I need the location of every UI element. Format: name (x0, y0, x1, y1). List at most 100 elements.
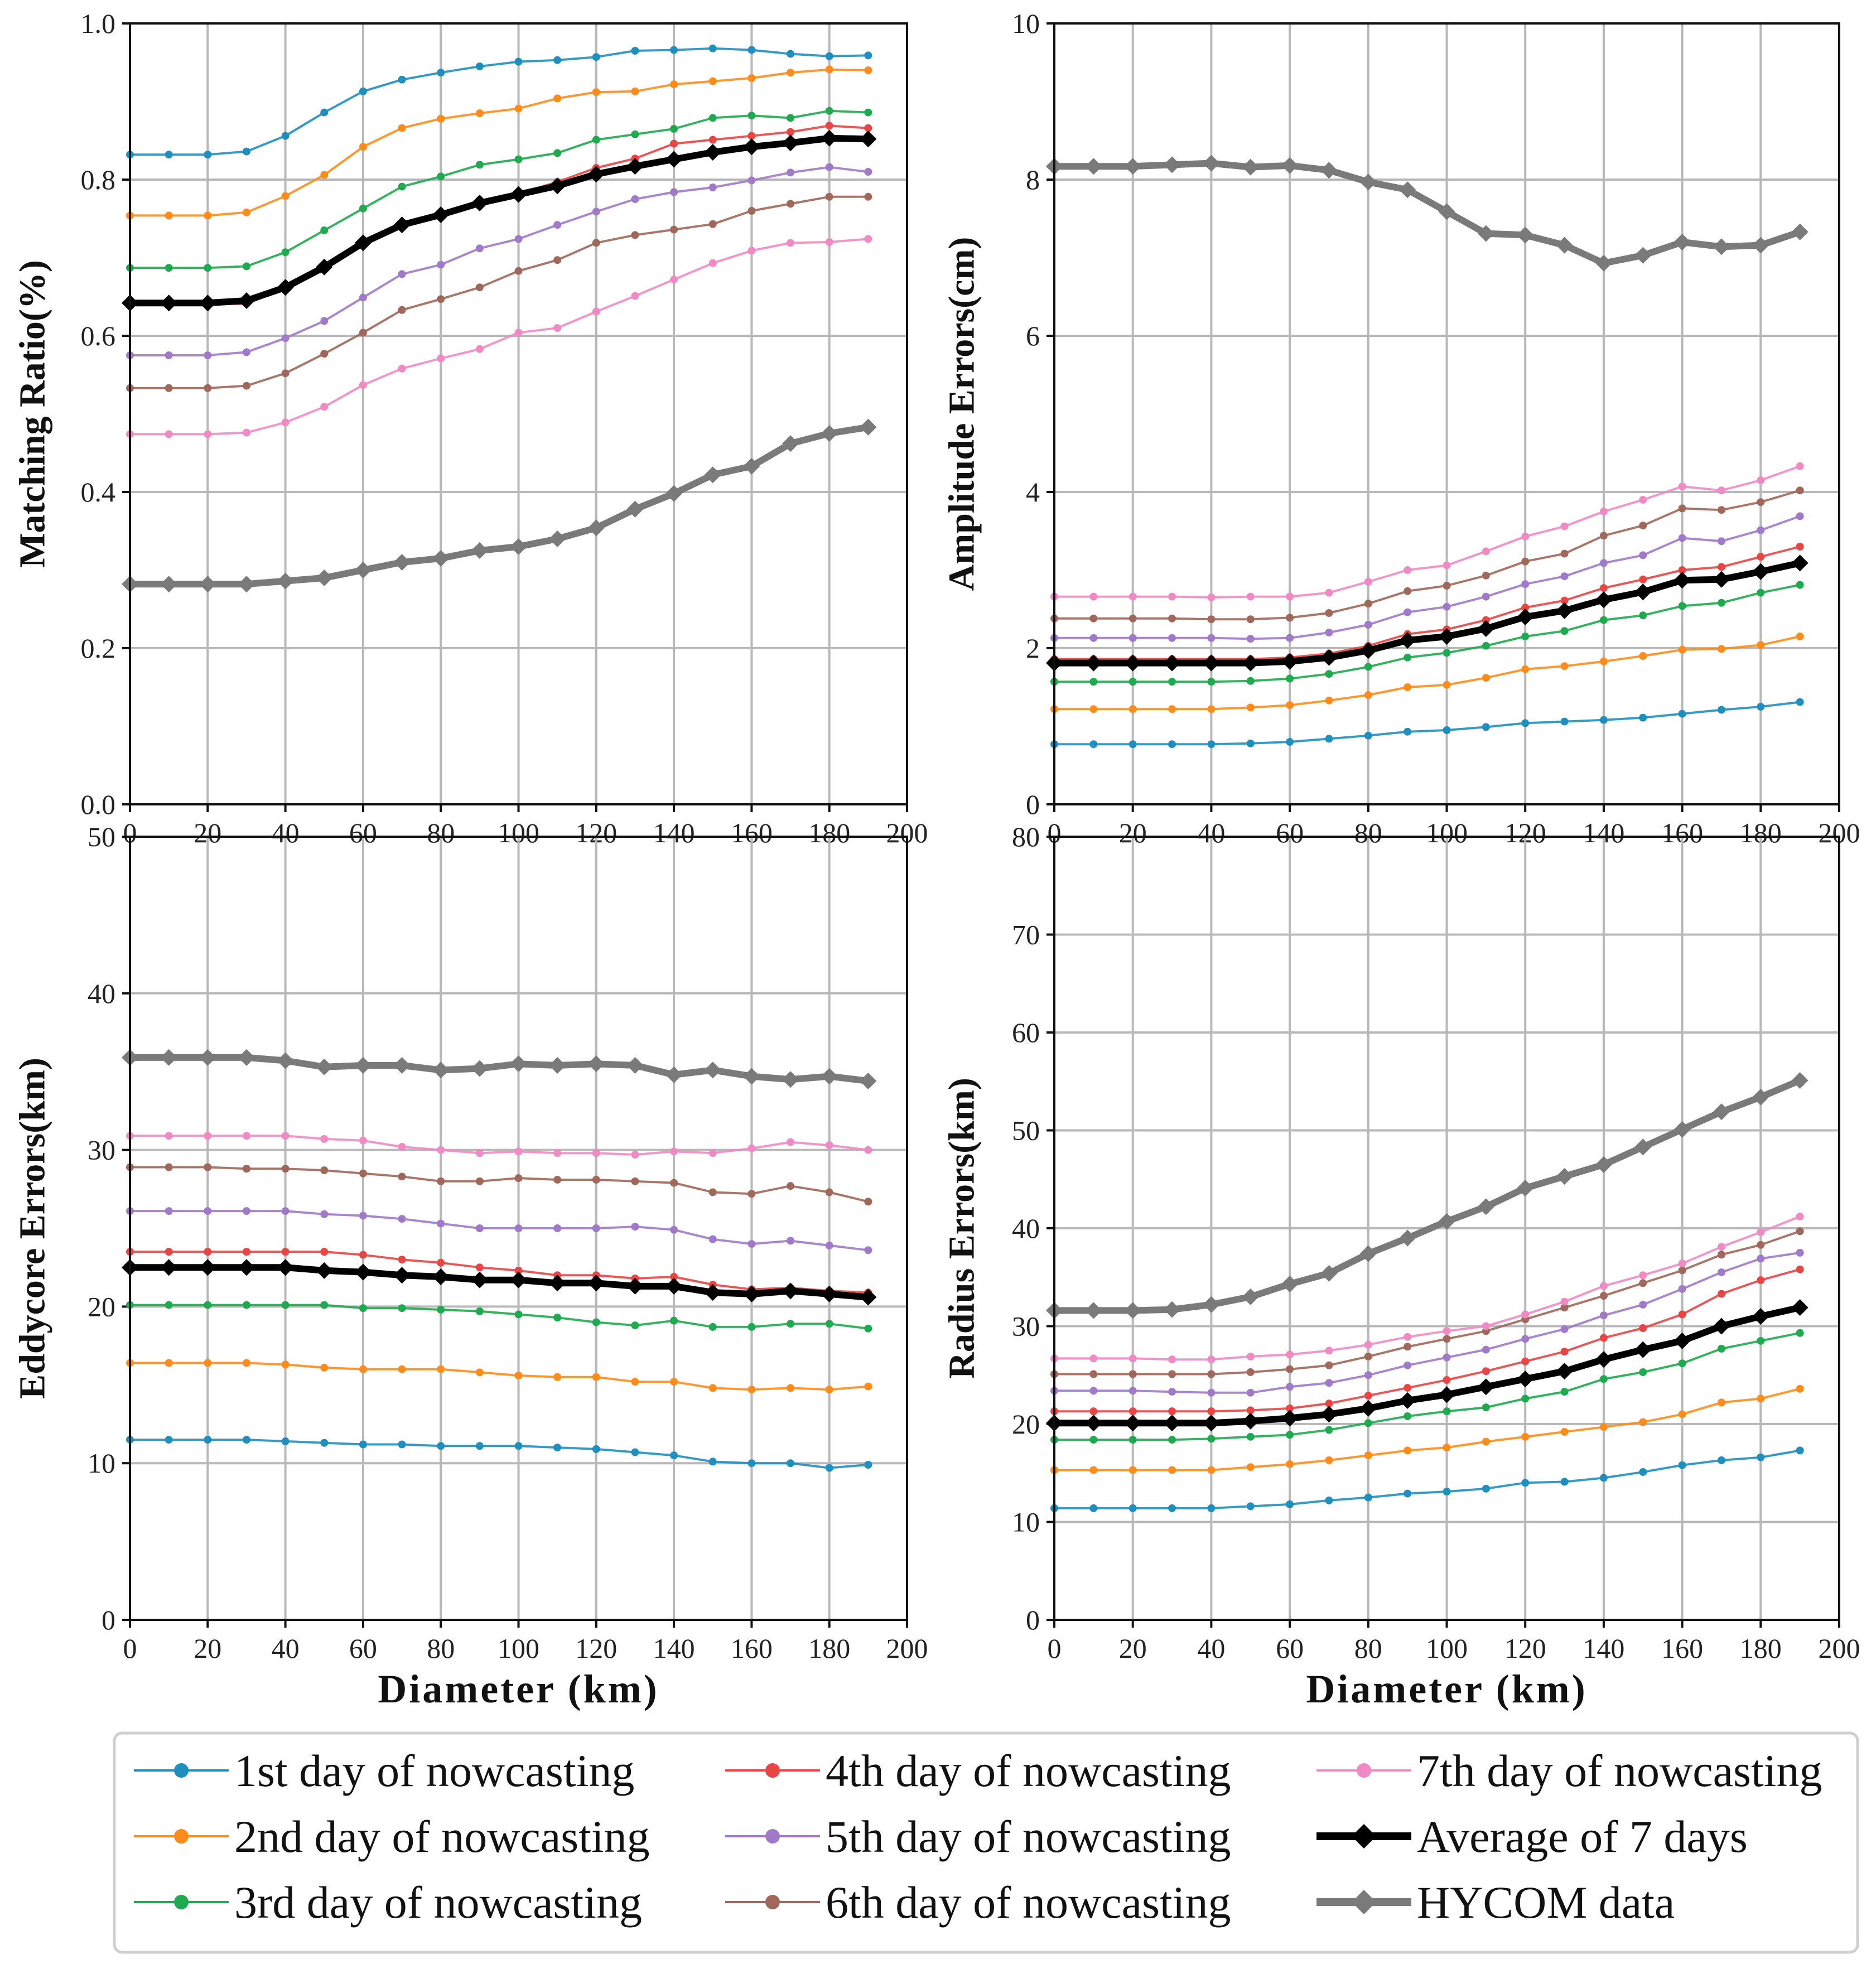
data-point (242, 1248, 250, 1256)
legend-label: 2nd day of nowcasting (234, 1811, 650, 1862)
series-line (130, 47, 869, 156)
data-point (825, 192, 833, 201)
data-point (1089, 614, 1098, 623)
y-tick-label: 20 (88, 1291, 115, 1322)
data-point (1796, 543, 1804, 551)
chart-panel-bottom-right: 0 20 40 60 80 100 120 140 160 180 200 0 10 20 30 40 50 60… (942, 821, 1860, 1711)
legend-marker (1352, 1824, 1376, 1849)
data-point (1325, 1456, 1333, 1464)
data-point (587, 1055, 605, 1073)
data-point (1717, 1251, 1725, 1259)
y-tick-label: 1.0 (81, 8, 116, 39)
data-point (1796, 1248, 1804, 1257)
series-3rd-day-of-nowcasting (1050, 581, 1804, 686)
data-point (1443, 1407, 1451, 1416)
data-point (514, 267, 523, 275)
y-tick-label: 70 (1012, 919, 1040, 950)
data-point (1359, 642, 1377, 659)
data-point (1517, 609, 1534, 625)
data-point (1517, 1371, 1534, 1388)
data-point (1599, 716, 1608, 724)
data-point (437, 114, 445, 123)
data-point (708, 184, 717, 191)
data-point (787, 50, 795, 58)
data-point (864, 1461, 872, 1469)
data-point (670, 1147, 678, 1156)
data-point (204, 430, 212, 438)
chart-panel-bottom-left: 0 20 40 60 80 100 120 140 160 180 200 0 10 20 30 40 50 Ed… (12, 821, 928, 1711)
series-6th-day-of-nowcasting (126, 1163, 872, 1206)
legend-label: HYCOM data (1417, 1877, 1675, 1928)
data-point (743, 1285, 760, 1302)
series-5th-day-of-nowcasting (126, 1207, 872, 1254)
data-point (1639, 611, 1647, 620)
data-point (204, 211, 212, 220)
data-point (1521, 604, 1530, 612)
data-point (475, 1224, 484, 1232)
data-point (281, 192, 290, 200)
data-point (514, 1310, 523, 1319)
y-tick-label: 0.8 (81, 164, 116, 195)
data-point (553, 1149, 562, 1157)
data-point (1639, 1279, 1647, 1287)
data-point (1089, 1466, 1098, 1474)
data-point (1364, 1371, 1372, 1379)
data-point (475, 1368, 484, 1377)
data-point (1286, 738, 1294, 746)
data-point (514, 57, 523, 66)
data-point (549, 530, 566, 547)
data-point (782, 435, 799, 452)
data-point (864, 168, 872, 176)
data-point (708, 136, 717, 144)
series-7th-day-of-nowcasting (1050, 462, 1804, 601)
data-point (670, 80, 678, 89)
data-point (475, 1263, 484, 1272)
legend-label: 1st day of nowcasting (234, 1745, 634, 1796)
series-line (1054, 489, 1801, 621)
data-point (398, 1215, 406, 1223)
data-point (1124, 1415, 1141, 1432)
data-point (1443, 1327, 1451, 1335)
data-point (587, 166, 605, 183)
data-point (1129, 614, 1137, 623)
data-point (553, 1373, 562, 1381)
data-point (1599, 1334, 1608, 1342)
x-tick-label: 120 (1504, 1633, 1546, 1664)
data-point (1717, 563, 1725, 571)
data-point (821, 425, 838, 442)
data-point (1757, 476, 1765, 484)
data-point (1521, 1479, 1530, 1487)
data-point (864, 1146, 872, 1154)
data-point (1404, 1343, 1412, 1351)
data-point (747, 112, 756, 120)
series-hycom-data (1046, 155, 1809, 272)
data-point (1281, 653, 1299, 670)
data-point (1639, 522, 1647, 530)
x-tick-label: 0 (123, 1633, 137, 1664)
data-point (475, 1149, 484, 1157)
data-point (1796, 698, 1804, 706)
data-point (825, 122, 833, 130)
data-point (1164, 156, 1181, 173)
data-point (1286, 1383, 1294, 1391)
data-point (631, 130, 639, 138)
data-point (1599, 1474, 1608, 1482)
data-point (1717, 1290, 1725, 1298)
legend-item-2nd-day-of-nowcasting: 2nd day of nowcasting (134, 1811, 650, 1862)
data-point (553, 1224, 562, 1232)
data-point (553, 221, 562, 229)
series-line (1054, 1251, 1800, 1394)
data-point (1404, 1384, 1412, 1392)
data-point (359, 1365, 367, 1373)
data-point (320, 1363, 329, 1372)
data-point (1281, 157, 1299, 174)
data-point (1168, 1436, 1176, 1444)
data-point (708, 44, 717, 52)
series-line (130, 1251, 869, 1294)
data-point (1404, 608, 1412, 616)
legend-label: 3rd day of nowcasting (234, 1877, 642, 1928)
data-point (1443, 1335, 1451, 1343)
data-point (553, 1444, 562, 1452)
data-point (549, 177, 566, 195)
data-point (471, 195, 488, 211)
